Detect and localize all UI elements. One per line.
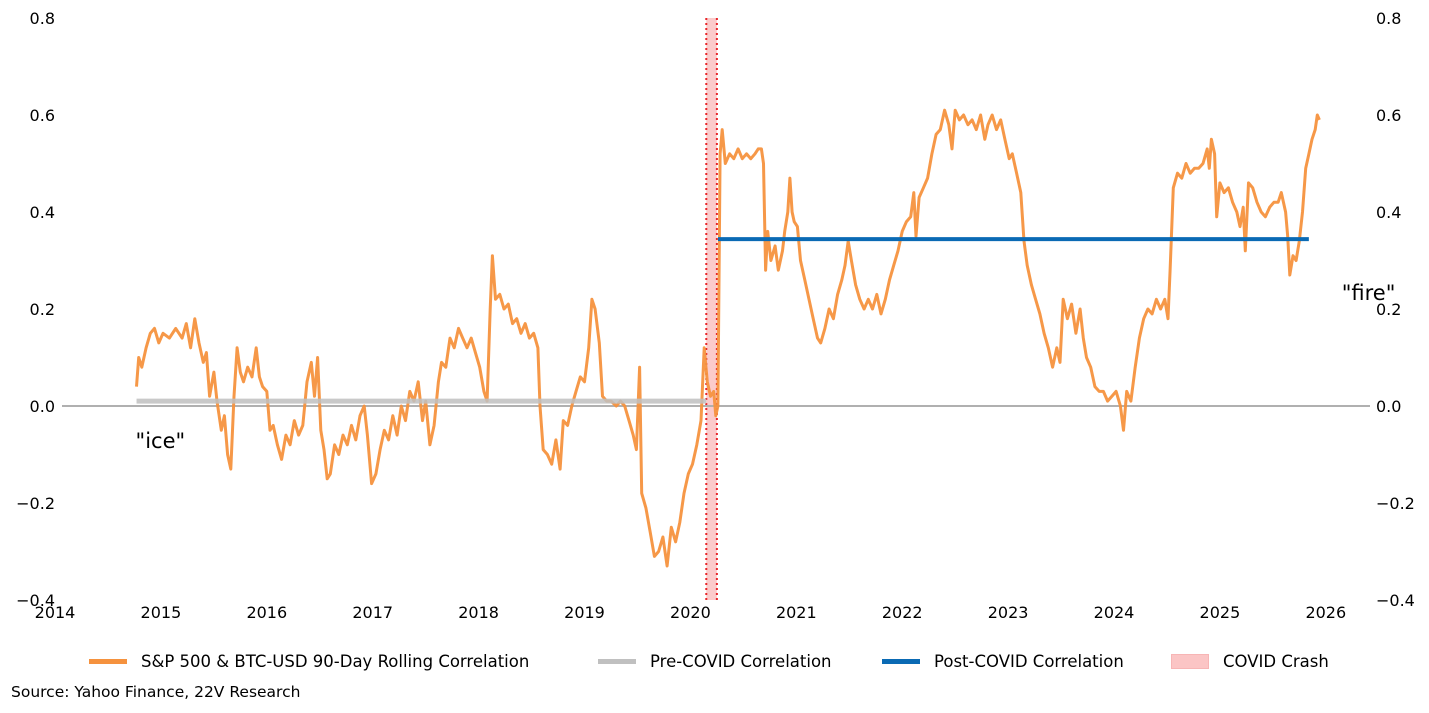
y-tick-label-right: 0.6 <box>1376 106 1401 125</box>
x-tick-label: 2017 <box>352 603 393 622</box>
source-note: Source: Yahoo Finance, 22V Research <box>11 683 301 701</box>
y-tick-label-left: −0.2 <box>16 494 55 513</box>
x-tick-label: 2022 <box>882 603 923 622</box>
legend-swatch-orange <box>89 659 127 664</box>
x-tick-label: 2020 <box>670 603 711 622</box>
x-tick-label: 2019 <box>564 603 605 622</box>
x-tick-label: 2024 <box>1094 603 1135 622</box>
y-tick-label-right: 0.8 <box>1376 9 1401 28</box>
covid-shade-layer <box>705 18 718 600</box>
y-tick-label-left: 0.8 <box>30 9 55 28</box>
y-tick-label-left: 0.4 <box>30 203 55 222</box>
x-tick-label: 2016 <box>246 603 287 622</box>
chart-area: 0.8 0.6 0.4 0.2 0.0 −0.2 −0.4 0.8 0.6 0.4 0.2 0.0 −… <box>16 9 1415 622</box>
legend-item-rolling-correlation: S&P 500 & BTC-USD 90-Day Rolling Correla… <box>89 652 529 671</box>
x-tick-label: 2021 <box>776 603 817 622</box>
series-rolling-correlation-line <box>135 108 1321 568</box>
legend-item-post-covid: Post-COVID Correlation <box>882 652 1124 671</box>
legend-patch-pink <box>1171 654 1209 669</box>
y-tick-label-left: 0.6 <box>30 106 55 125</box>
annotations: "ice" "fire" <box>136 281 1396 453</box>
x-axis: 2014 2015 2016 2017 2018 2019 2020 2021 2022 2023… <box>35 603 1347 622</box>
series-layer <box>135 108 1321 568</box>
annotation-fire: "fire" <box>1342 281 1396 305</box>
legend-label: S&P 500 & BTC-USD 90-Day Rolling Correla… <box>141 652 530 671</box>
legend-label: Post-COVID Correlation <box>934 652 1124 671</box>
x-tick-label: 2015 <box>141 603 182 622</box>
legend: S&P 500 & BTC-USD 90-Day Rolling Correla… <box>0 652 1429 676</box>
legend-swatch-gray <box>598 659 636 664</box>
x-tick-label: 2023 <box>988 603 1029 622</box>
legend-item-pre-covid: Pre-COVID Correlation <box>598 652 832 671</box>
y-tick-label-right: −0.2 <box>1376 494 1415 513</box>
y-tick-label-left: −0.4 <box>16 591 55 610</box>
x-tick-label: 2026 <box>1305 603 1346 622</box>
y-axis-left: 0.8 0.6 0.4 0.2 0.0 −0.2 −0.4 <box>16 9 55 610</box>
y-tick-label-right: −0.4 <box>1376 591 1415 610</box>
y-tick-label-left: 0.2 <box>30 300 55 319</box>
x-tick-label: 2014 <box>35 603 76 622</box>
x-tick-label: 2018 <box>458 603 499 622</box>
legend-label: Pre-COVID Correlation <box>650 652 832 671</box>
y-tick-label-right: 0.4 <box>1376 203 1401 222</box>
annotation-ice: "ice" <box>136 429 186 453</box>
y-tick-label-right: 0.2 <box>1376 300 1401 319</box>
legend-item-covid-crash: COVID Crash <box>1171 652 1329 671</box>
y-axis-right: 0.8 0.6 0.4 0.2 0.0 −0.2 −0.4 <box>1376 9 1415 610</box>
legend-swatch-blue <box>882 659 920 664</box>
y-tick-label-left: 0.0 <box>30 397 55 416</box>
x-tick-label: 2025 <box>1200 603 1241 622</box>
legend-label: COVID Crash <box>1223 652 1329 671</box>
y-tick-label-right: 0.0 <box>1376 397 1401 416</box>
covid-crash-band <box>706 18 717 600</box>
